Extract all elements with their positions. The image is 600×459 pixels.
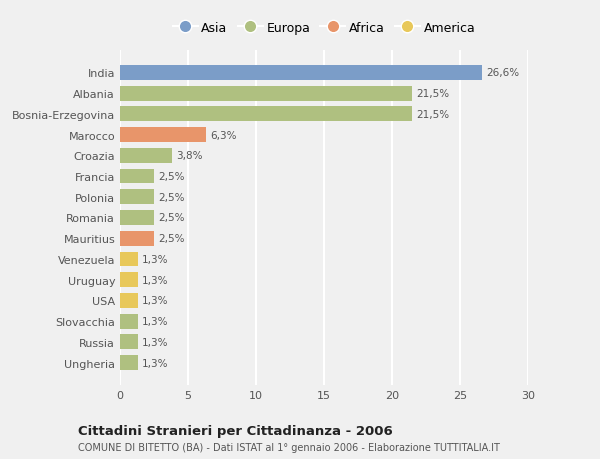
Bar	[120, 211, 154, 225]
Text: 1,3%: 1,3%	[142, 275, 168, 285]
Bar	[120, 273, 137, 287]
Bar	[120, 335, 137, 350]
Bar	[120, 293, 137, 308]
Bar	[120, 252, 137, 267]
Bar	[120, 107, 412, 122]
Legend: Asia, Europa, Africa, America: Asia, Europa, Africa, America	[167, 17, 481, 39]
Bar	[120, 355, 137, 370]
Text: 1,3%: 1,3%	[142, 337, 168, 347]
Text: 26,6%: 26,6%	[486, 68, 519, 78]
Text: 2,5%: 2,5%	[158, 213, 185, 223]
Bar	[120, 86, 412, 101]
Text: 2,5%: 2,5%	[158, 172, 185, 182]
Bar	[120, 149, 172, 163]
Text: 2,5%: 2,5%	[158, 234, 185, 244]
Text: 1,3%: 1,3%	[142, 317, 168, 326]
Text: 21,5%: 21,5%	[416, 110, 449, 119]
Text: Cittadini Stranieri per Cittadinanza - 2006: Cittadini Stranieri per Cittadinanza - 2…	[78, 425, 393, 437]
Text: 6,3%: 6,3%	[210, 130, 236, 140]
Text: 21,5%: 21,5%	[416, 89, 449, 99]
Bar	[120, 66, 482, 81]
Text: 2,5%: 2,5%	[158, 192, 185, 202]
Bar	[120, 231, 154, 246]
Bar	[120, 128, 206, 143]
Text: 1,3%: 1,3%	[142, 254, 168, 264]
Bar	[120, 190, 154, 205]
Text: 3,8%: 3,8%	[176, 151, 202, 161]
Bar	[120, 314, 137, 329]
Text: 1,3%: 1,3%	[142, 358, 168, 368]
Text: 1,3%: 1,3%	[142, 296, 168, 306]
Text: COMUNE DI BITETTO (BA) - Dati ISTAT al 1° gennaio 2006 - Elaborazione TUTTITALIA: COMUNE DI BITETTO (BA) - Dati ISTAT al 1…	[78, 442, 500, 452]
Bar	[120, 169, 154, 184]
